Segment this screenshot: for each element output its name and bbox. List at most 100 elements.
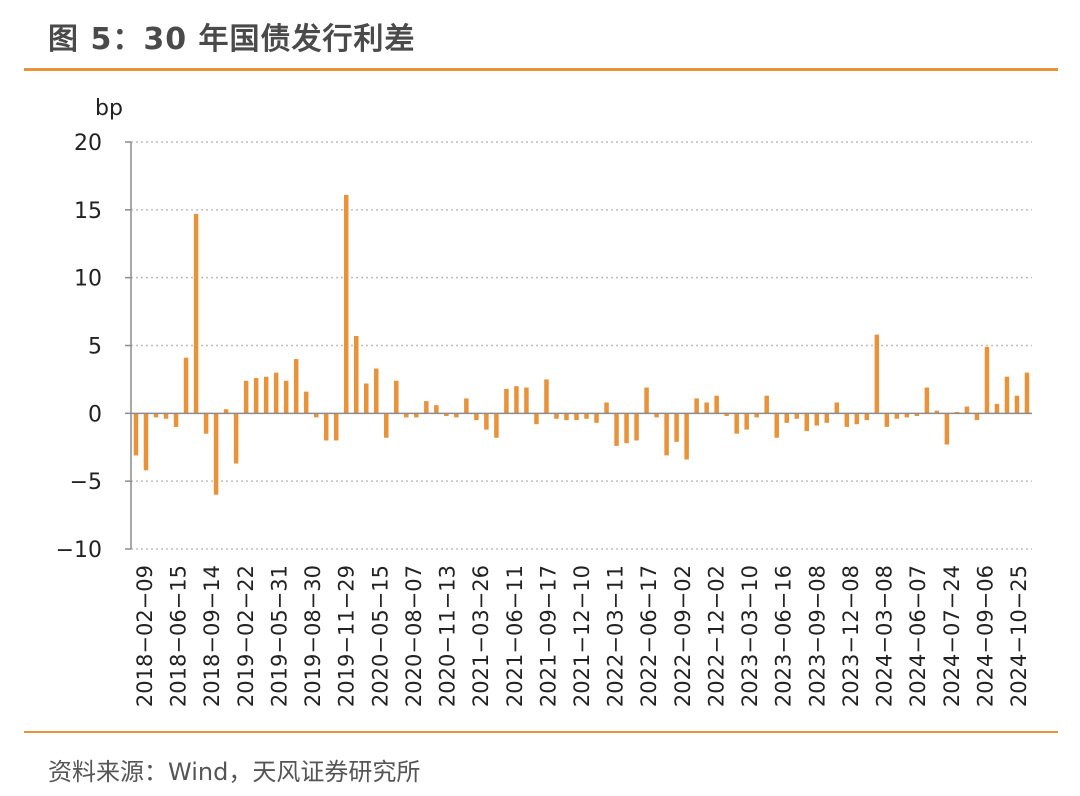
bar xyxy=(634,413,639,441)
bar xyxy=(664,413,669,456)
bar xyxy=(844,413,850,427)
bar xyxy=(404,413,409,418)
y-tick-label: 15 xyxy=(74,199,102,224)
y-axis-unit-label: bp xyxy=(95,96,123,121)
bar xyxy=(213,413,219,495)
bar-series xyxy=(133,194,1030,495)
bar xyxy=(333,413,339,441)
bar xyxy=(354,336,359,414)
bar xyxy=(874,334,880,414)
bar xyxy=(534,413,539,425)
bar xyxy=(484,413,489,430)
x-tick-label: 2020−08−07 xyxy=(402,565,426,707)
bar xyxy=(614,413,619,446)
bar xyxy=(313,413,319,418)
bar xyxy=(283,380,289,414)
x-tick-label: 2021−12−10 xyxy=(570,565,594,707)
bar xyxy=(594,413,599,423)
bar xyxy=(974,413,980,421)
x-tick-label: 2020−11−13 xyxy=(436,565,460,707)
bar xyxy=(574,413,579,421)
x-tick-label: 2024−07−24 xyxy=(940,565,964,707)
y-tick-label: 10 xyxy=(74,267,102,292)
bar xyxy=(494,413,499,438)
bar xyxy=(474,413,479,421)
bar xyxy=(564,413,569,421)
bar xyxy=(654,413,659,418)
bar xyxy=(604,402,609,414)
bar xyxy=(744,413,749,430)
bar xyxy=(884,413,890,427)
bar xyxy=(854,413,860,425)
bar xyxy=(253,378,259,414)
y-tick-label: 0 xyxy=(88,402,102,427)
bar xyxy=(734,413,739,434)
x-tick-label: 2023−06−16 xyxy=(772,565,796,707)
bar xyxy=(674,413,679,442)
bar xyxy=(524,387,529,414)
x-tick-label: 2023−09−08 xyxy=(805,565,829,707)
bar xyxy=(394,380,399,414)
bar xyxy=(153,413,159,418)
bar xyxy=(163,413,169,419)
bar xyxy=(754,413,759,418)
x-tick-label: 2019−05−31 xyxy=(268,565,292,707)
bar xyxy=(364,383,369,414)
bar xyxy=(864,413,870,421)
bar xyxy=(644,387,649,414)
x-tick-label: 2022−03−11 xyxy=(604,565,628,707)
x-tick-label: 2024−03−08 xyxy=(873,565,897,707)
x-tick-label: 2019−11−29 xyxy=(335,565,359,707)
bar xyxy=(944,413,950,445)
bar xyxy=(934,410,940,414)
x-tick-label: 2024−06−07 xyxy=(906,565,930,707)
x-tick-label: 2022−09−02 xyxy=(671,565,695,707)
bar xyxy=(514,386,519,414)
bar xyxy=(724,413,729,417)
bar xyxy=(424,401,429,414)
bar xyxy=(1014,395,1020,414)
bar xyxy=(444,413,449,417)
bar xyxy=(343,194,349,414)
bar xyxy=(814,413,820,426)
bar xyxy=(303,391,309,414)
bar xyxy=(223,409,229,414)
bar xyxy=(584,413,589,419)
bar xyxy=(984,346,990,414)
bar xyxy=(414,413,419,418)
bar xyxy=(434,405,439,414)
bar xyxy=(914,413,920,417)
x-tick-label: 2021−09−17 xyxy=(536,565,560,707)
x-tick-label: 2019−02−22 xyxy=(234,565,258,707)
y-tick-label: −10 xyxy=(56,538,102,563)
x-tick-label: 2018−09−14 xyxy=(200,565,224,707)
bar xyxy=(804,413,809,431)
x-tick-label: 2018−02−09 xyxy=(133,565,157,707)
bar xyxy=(834,402,840,414)
x-tick-label: 2023−03−10 xyxy=(738,565,762,707)
x-tick-label: 2022−12−02 xyxy=(705,565,729,707)
bar xyxy=(1004,376,1010,414)
source-note: 资料来源：Wind，天风证券研究所 xyxy=(48,758,421,786)
bar xyxy=(824,413,830,423)
bar xyxy=(784,413,789,423)
title-divider xyxy=(24,68,1058,71)
bar xyxy=(193,213,199,414)
bar xyxy=(273,372,279,414)
bar xyxy=(714,395,719,414)
page-title: 图 5：30 年国债发行利差 xyxy=(48,22,416,57)
bar xyxy=(323,413,329,441)
x-tick-label: 2024−09−06 xyxy=(973,565,997,707)
bar xyxy=(1024,372,1030,414)
x-tick-label: 2024−10−25 xyxy=(1007,565,1031,707)
grid-lines xyxy=(131,141,1032,550)
bar xyxy=(173,413,179,427)
bar xyxy=(384,413,389,438)
bar xyxy=(924,387,930,414)
bar xyxy=(233,413,239,464)
x-tick-label: 2023−12−08 xyxy=(839,565,863,707)
bar xyxy=(454,413,459,418)
y-tick-label: 5 xyxy=(88,335,102,360)
bar xyxy=(243,380,249,414)
bar xyxy=(684,413,689,460)
